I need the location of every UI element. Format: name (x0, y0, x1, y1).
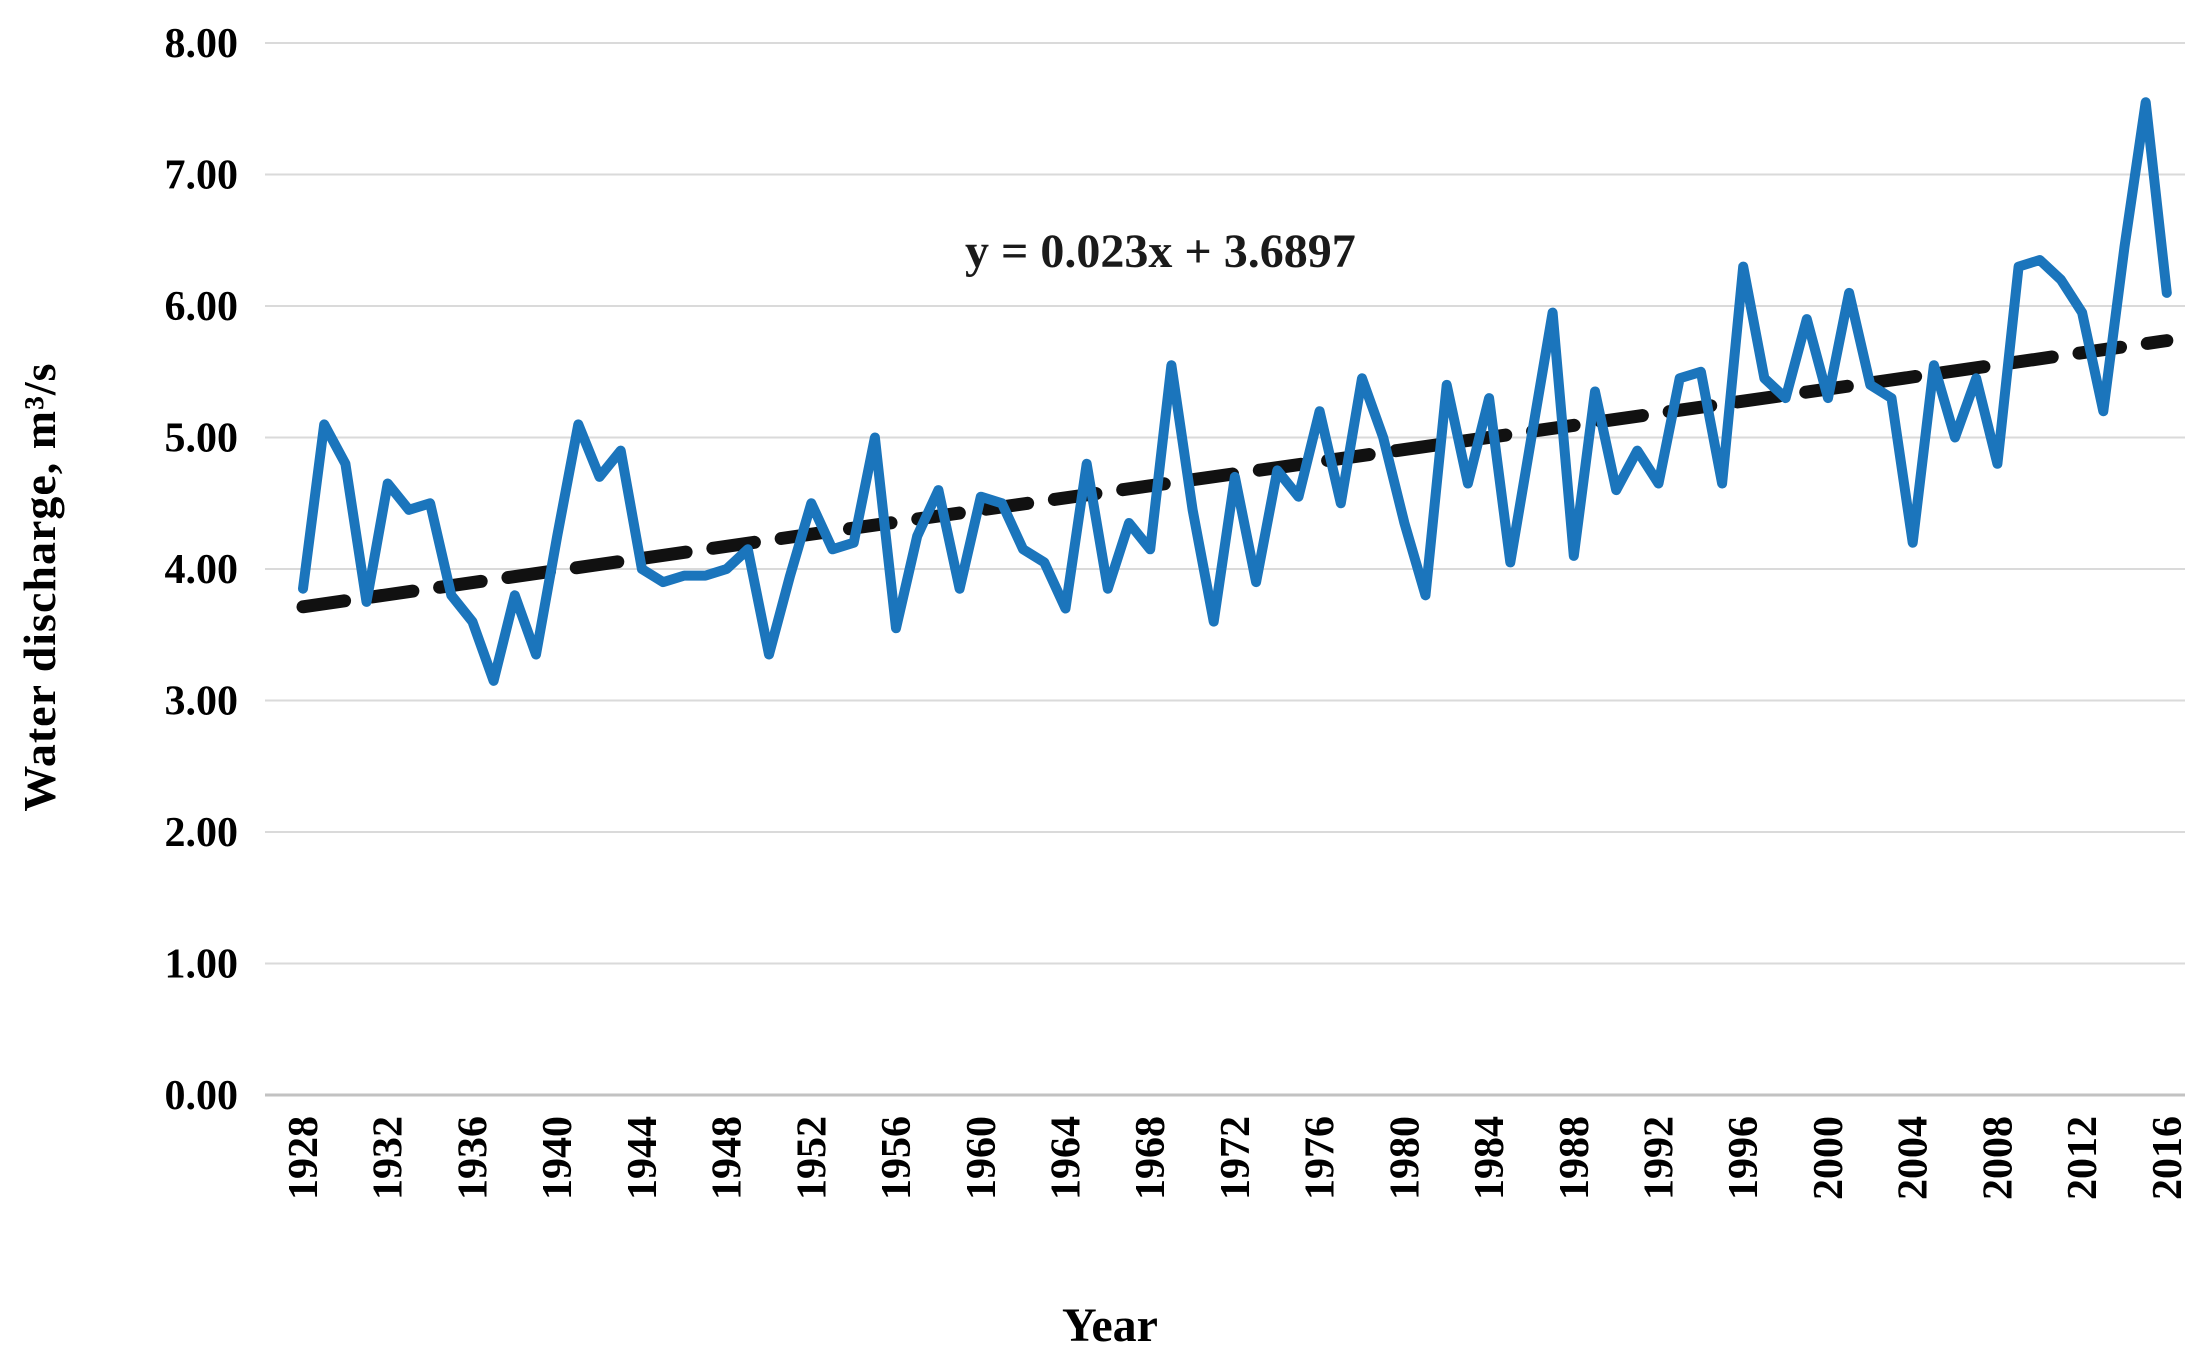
y-tick-label: 5.00 (165, 416, 239, 462)
y-tick-label: 1.00 (165, 942, 239, 988)
x-tick-label: 2004 (1891, 1116, 1937, 1200)
y-tick-label: 3.00 (165, 679, 239, 725)
x-tick-label: 1996 (1721, 1116, 1767, 1200)
x-tick-label: 1972 (1213, 1116, 1259, 1200)
x-tick-label: 2008 (1975, 1116, 2021, 1200)
x-tick-label: 1940 (535, 1116, 581, 1200)
x-tick-label: 1992 (1637, 1116, 1683, 1200)
y-tick-label: 4.00 (165, 547, 239, 593)
x-tick-label: 2012 (2060, 1116, 2106, 1200)
x-tick-label: 2016 (2145, 1116, 2191, 1200)
x-tick-label: 1948 (705, 1116, 751, 1200)
x-tick-label: 1952 (789, 1116, 835, 1200)
x-tick-label: 1964 (1043, 1116, 1089, 1200)
y-tick-label: 7.00 (165, 153, 239, 199)
x-tick-label: 2000 (1806, 1116, 1852, 1200)
x-tick-label: 1944 (620, 1116, 666, 1200)
x-tick-label: 1968 (1128, 1116, 1174, 1200)
x-tick-label: 1976 (1298, 1116, 1344, 1200)
y-tick-label: 0.00 (165, 1073, 239, 1119)
x-tick-label: 1960 (959, 1116, 1005, 1200)
y-tick-label: 8.00 (165, 21, 239, 67)
y-axis-title: Water discharge, m³/s (14, 362, 65, 812)
x-tick-label: 1932 (366, 1116, 412, 1200)
x-tick-label: 1980 (1382, 1116, 1428, 1200)
x-tick-label: 1988 (1552, 1116, 1598, 1200)
x-axis-title: Year (1062, 1299, 1158, 1352)
x-tick-label: 1936 (450, 1116, 496, 1200)
water-discharge-line (298, 97, 2172, 686)
y-tick-label: 6.00 (165, 284, 239, 330)
x-tick-label: 1956 (874, 1116, 920, 1200)
y-tick-label: 2.00 (165, 810, 239, 856)
trend-equation-annotation: y = 0.023x + 3.6897 (965, 225, 1356, 278)
x-tick-label: 1928 (281, 1116, 327, 1200)
x-tick-label: 1984 (1467, 1116, 1513, 1200)
